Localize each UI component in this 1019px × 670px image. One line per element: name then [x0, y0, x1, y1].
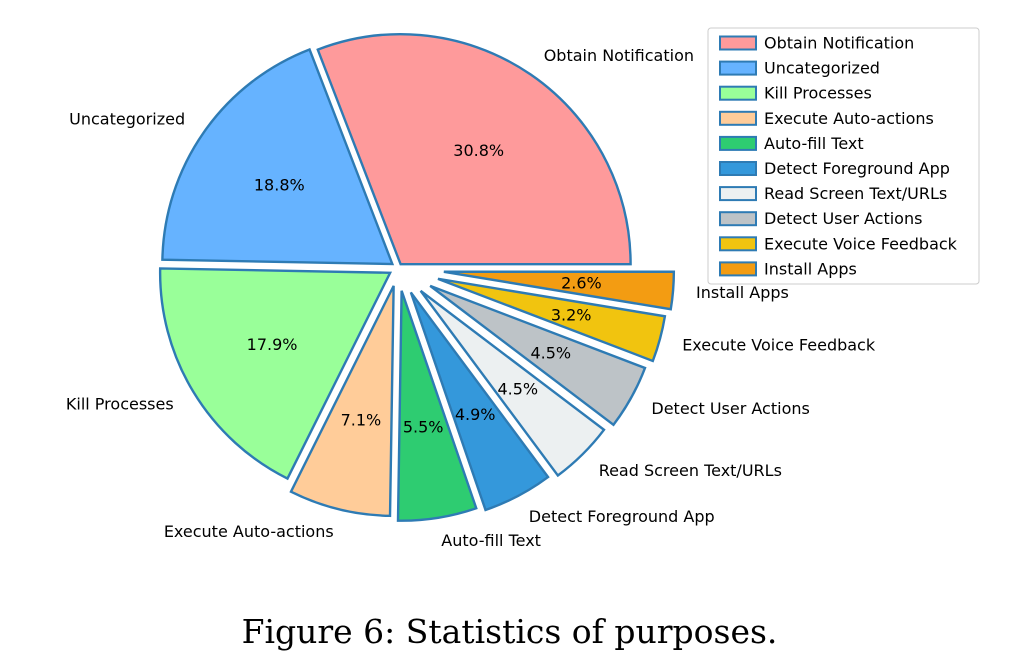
legend-swatch-install-apps	[719, 261, 757, 277]
legend-swatch-detect-user-actions	[719, 211, 757, 227]
legend-items: Obtain Notification Uncategorized Kill Pro…	[719, 34, 958, 278]
slice-label-obtain-notification: Obtain Notification	[544, 46, 694, 65]
slice-pct-execute-voice-feedback: 3.2%	[551, 305, 592, 324]
legend: Obtain Notification Uncategorized Kill Pro…	[707, 27, 980, 285]
slice-label-kill-processes: Kill Processes	[66, 394, 174, 413]
legend-label-detect-foreground-app: Detect Foreground App	[764, 159, 950, 178]
legend-label-execute-auto-actions: Execute Auto-actions	[764, 109, 934, 128]
slice-uncategorized	[161, 47, 395, 266]
legend-swatch-obtain-notification	[719, 35, 757, 51]
legend-swatch-execute-voice-feedback	[719, 236, 757, 252]
slice-pct-uncategorized: 18.8%	[254, 175, 305, 194]
legend-swatch-execute-auto-actions	[719, 110, 757, 126]
pie-slices	[158, 33, 676, 522]
pie-chart: Obtain Notification 30.8% Uncategorized 18.…	[66, 27, 980, 550]
legend-label-uncategorized: Uncategorized	[764, 59, 880, 78]
legend-label-read-screen-text-urls: Read Screen Text/URLs	[764, 184, 947, 203]
slice-pct-detect-foreground-app: 4.9%	[455, 405, 496, 424]
slice-pct-auto-fill-text: 5.5%	[403, 418, 444, 437]
slice-label-uncategorized: Uncategorized	[69, 110, 185, 129]
slice-auto-fill-text	[396, 290, 478, 522]
legend-swatch-uncategorized	[719, 60, 757, 76]
legend-swatch-auto-fill-text	[719, 135, 757, 151]
legend-label-detect-user-actions: Detect User Actions	[764, 209, 922, 228]
slice-detect-foreground-app	[409, 291, 550, 512]
slice-label-detect-user-actions: Detect User Actions	[651, 399, 809, 418]
slice-detect-user-actions	[429, 284, 647, 427]
slice-label-read-screen-text-urls: Read Screen Text/URLs	[599, 461, 782, 480]
slice-pct-detect-user-actions: 4.5%	[530, 343, 571, 362]
slice-label-auto-fill-text: Auto-fill Text	[441, 531, 541, 550]
legend-frame	[707, 27, 980, 285]
figure-caption: Figure 6: Statistics of purposes.	[241, 612, 778, 651]
slice-label-execute-voice-feedback: Execute Voice Feedback	[682, 335, 876, 354]
legend-swatch-detect-foreground-app	[719, 161, 757, 176]
slice-pct-read-screen-text-urls: 4.5%	[497, 379, 538, 398]
slice-pct-install-apps: 2.6%	[561, 274, 602, 293]
legend-label-kill-processes: Kill Processes	[764, 84, 872, 103]
slice-kill-processes	[158, 267, 393, 481]
slice-execute-voice-feedback	[437, 277, 667, 363]
legend-label-obtain-notification: Obtain Notification	[764, 34, 914, 53]
slice-read-screen-text-urls	[419, 289, 606, 478]
legend-label-auto-fill-text: Auto-fill Text	[764, 134, 864, 153]
slice-label-install-apps: Install Apps	[696, 283, 789, 302]
legend-swatch-kill-processes	[719, 85, 757, 101]
legend-swatch-read-screen-text-urls	[719, 186, 757, 202]
slice-pct-obtain-notification: 30.8%	[453, 141, 504, 160]
legend-label-execute-voice-feedback: Execute Voice Feedback	[764, 234, 958, 253]
slice-install-apps	[443, 270, 676, 311]
slice-obtain-notification	[316, 33, 632, 266]
pie-labels: Obtain Notification 30.8% Uncategorized 18.…	[66, 46, 876, 550]
slice-pct-kill-processes: 17.9%	[247, 335, 298, 354]
slice-pct-execute-auto-actions: 7.1%	[341, 410, 382, 429]
legend-label-install-apps: Install Apps	[764, 259, 857, 278]
slice-label-execute-auto-actions: Execute Auto-actions	[164, 522, 334, 541]
slice-execute-auto-actions	[289, 285, 395, 518]
slice-label-detect-foreground-app: Detect Foreground App	[529, 507, 715, 526]
